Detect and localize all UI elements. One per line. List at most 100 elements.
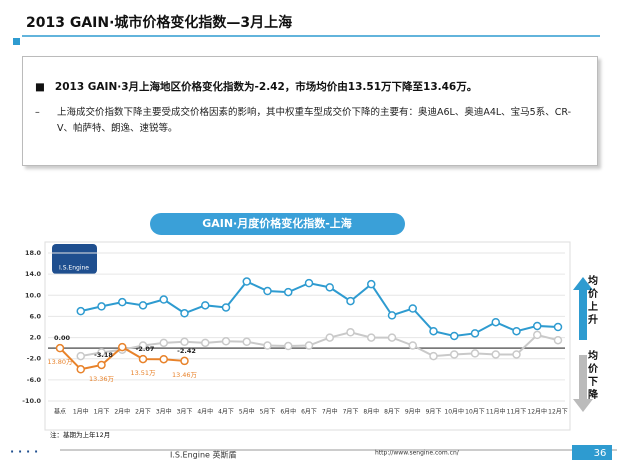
x-tick-label: 7月下 bbox=[343, 409, 359, 416]
point bbox=[533, 330, 542, 340]
x-tick-label: 11月下 bbox=[507, 409, 527, 416]
point bbox=[221, 303, 231, 312]
data-label: -2.42 bbox=[177, 347, 196, 355]
point bbox=[242, 277, 251, 286]
point bbox=[346, 328, 355, 337]
down-label: 均价下降 bbox=[588, 351, 598, 401]
point bbox=[304, 278, 314, 288]
down-arrow bbox=[573, 355, 593, 412]
y-tick-label: 2.0 bbox=[29, 334, 41, 342]
point bbox=[76, 351, 85, 361]
point bbox=[138, 301, 148, 310]
up-arrow bbox=[573, 277, 593, 340]
x-tick-label: 5月下 bbox=[260, 409, 276, 416]
point bbox=[325, 333, 334, 342]
point bbox=[533, 321, 542, 331]
point bbox=[263, 286, 272, 296]
point bbox=[201, 338, 210, 348]
y-tick-label: 14.0 bbox=[25, 270, 42, 278]
point bbox=[138, 341, 148, 350]
x-tick-label: 基点 bbox=[54, 408, 66, 416]
y-tick-label: -2.0 bbox=[27, 355, 42, 363]
x-tick-label: 9月中 bbox=[405, 408, 421, 416]
point bbox=[263, 341, 272, 350]
point bbox=[76, 306, 85, 316]
point bbox=[367, 279, 376, 289]
y-tick-label: 10.0 bbox=[25, 291, 42, 299]
bullet: 上海成交价指数下降主要受成交价格因素的影响，其中权重车型成交价下降的主要有：奥迪… bbox=[35, 105, 583, 137]
point bbox=[118, 342, 127, 352]
point bbox=[76, 365, 85, 374]
point bbox=[387, 333, 397, 342]
point bbox=[553, 335, 563, 345]
point bbox=[553, 322, 563, 332]
x-tick-label: 2月下 bbox=[135, 409, 151, 416]
y-tick-label: -10.0 bbox=[22, 397, 41, 405]
page-box bbox=[572, 445, 612, 460]
point bbox=[97, 348, 106, 357]
x-tick-label: 12月中 bbox=[527, 408, 547, 416]
x-tick-label: 5月中 bbox=[239, 408, 255, 416]
plot-frame bbox=[44, 241, 571, 431]
point bbox=[512, 350, 521, 359]
point bbox=[512, 326, 521, 336]
dots: · · · · bbox=[10, 445, 38, 458]
x-tick-label: 1月下 bbox=[94, 409, 110, 416]
y-tick-label: 6.0 bbox=[29, 312, 41, 320]
x-tick-label: 7月中 bbox=[322, 408, 338, 416]
x-tick-label: 2月中 bbox=[114, 408, 130, 416]
point bbox=[450, 331, 459, 341]
point bbox=[387, 311, 397, 320]
summary-box: 2013 GAIN·3月上海地区价格变化指数为-2.42，市场均价由13.51万… bbox=[22, 56, 598, 166]
x-tick-label: 10月中 bbox=[444, 408, 464, 416]
logo-text: I.S.Engine bbox=[59, 265, 89, 272]
y-tick-label: -6.0 bbox=[27, 376, 42, 384]
x-tick-label: 1月中 bbox=[73, 408, 89, 416]
logo bbox=[52, 244, 97, 274]
point bbox=[159, 295, 168, 304]
x-tick-label: 8月中 bbox=[363, 408, 379, 416]
point bbox=[408, 304, 417, 313]
point bbox=[284, 287, 293, 297]
point bbox=[470, 349, 480, 358]
x-tick-label: 11月中 bbox=[486, 408, 506, 416]
slide-title: 2013 GAIN·城市价格变化指数—3月上海 bbox=[26, 15, 293, 31]
point bbox=[284, 341, 293, 351]
price-label: 13.51万 bbox=[130, 369, 156, 377]
note: 注：基期为上年12月 bbox=[50, 430, 110, 439]
bullet-text: 上海成交价指数下降主要受成交价格因素的影响，其中权重车型成交价下降的主要有：奥迪… bbox=[57, 107, 571, 134]
up-label: 均价上升 bbox=[588, 276, 598, 326]
point bbox=[221, 337, 231, 346]
point bbox=[491, 350, 500, 359]
point bbox=[325, 283, 334, 292]
x-tick-label: 12月下 bbox=[548, 409, 568, 416]
point bbox=[242, 337, 251, 347]
price-label: 13.36万 bbox=[89, 375, 115, 383]
data-label: 0.00 bbox=[54, 334, 71, 342]
x-tick-label: 9月下 bbox=[426, 409, 442, 416]
footer-brand: I.S.Engine 英斯盾 bbox=[170, 450, 236, 460]
point bbox=[470, 329, 480, 338]
data-label: -2.07 bbox=[136, 345, 155, 353]
x-tick-label: 8月下 bbox=[384, 409, 400, 416]
point bbox=[118, 297, 127, 307]
x-tick-label: 3月下 bbox=[177, 409, 193, 416]
title-marker bbox=[13, 38, 20, 45]
point bbox=[346, 296, 355, 306]
point bbox=[159, 354, 168, 364]
point bbox=[180, 356, 189, 366]
x-tick-label: 6月下 bbox=[301, 409, 317, 416]
point bbox=[180, 337, 189, 347]
x-tick-label: 6月中 bbox=[280, 408, 296, 416]
point bbox=[55, 343, 65, 353]
point bbox=[138, 354, 148, 364]
x-tick-label: 4月中 bbox=[197, 408, 213, 416]
point bbox=[408, 341, 417, 350]
point bbox=[97, 302, 106, 311]
price-label: 13.46万 bbox=[172, 371, 198, 379]
point bbox=[304, 341, 314, 350]
data-label: -3.18 bbox=[94, 351, 113, 359]
chart-title: GAIN·月度价格变化指数-上海 bbox=[202, 216, 352, 230]
